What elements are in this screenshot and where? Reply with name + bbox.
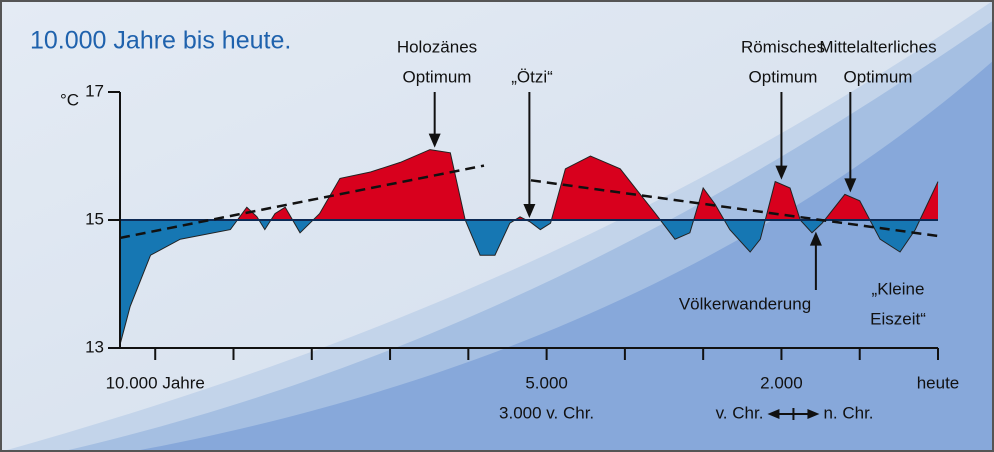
era-arrowhead [767,409,820,419]
x-tick-label: 5.000 [525,373,568,392]
x-tick-label: 10.000 Jahre [106,373,205,392]
annotation-text: Mittelalterliches [819,37,936,56]
annotation-arrowhead [428,133,441,148]
y-tick-label: 15 [85,209,104,228]
x-tick-label: heute [917,373,960,392]
annotation-arrowhead [775,165,788,180]
x-tick-label: 2.000 [760,373,803,392]
annotation-arrowhead [523,204,536,218]
annotation-text: Völkerwanderung [679,294,811,313]
annotation-text: „Ötzi“ [511,67,553,86]
chart-title: 10.000 Jahre bis heute. [30,27,291,55]
annotation-text: Römisches [741,37,825,56]
annotation-arrowhead [809,231,822,246]
annotation-text: Eiszeit“ [870,309,926,328]
line [119,149,939,345]
annotation-text: „Kleine [872,279,925,298]
y-axis-label: °C [60,90,79,109]
annotation-text: Optimum [844,67,913,86]
trend-line [530,179,939,238]
annotation-text: Optimum [403,67,472,86]
era-label: 3.000 v. Chr. [499,403,594,422]
annotation-text: Optimum [749,67,818,86]
background-band [130,60,994,452]
era-label: v. Chr. [716,403,764,422]
annotation-arrowhead [844,178,857,193]
y-tick-label: 17 [85,81,104,100]
annotation-text: Holozänes [397,37,477,56]
trend-line [119,164,485,240]
era-label: n. Chr. [823,403,873,422]
area-below [120,220,938,345]
y-tick-label: 13 [85,337,104,356]
